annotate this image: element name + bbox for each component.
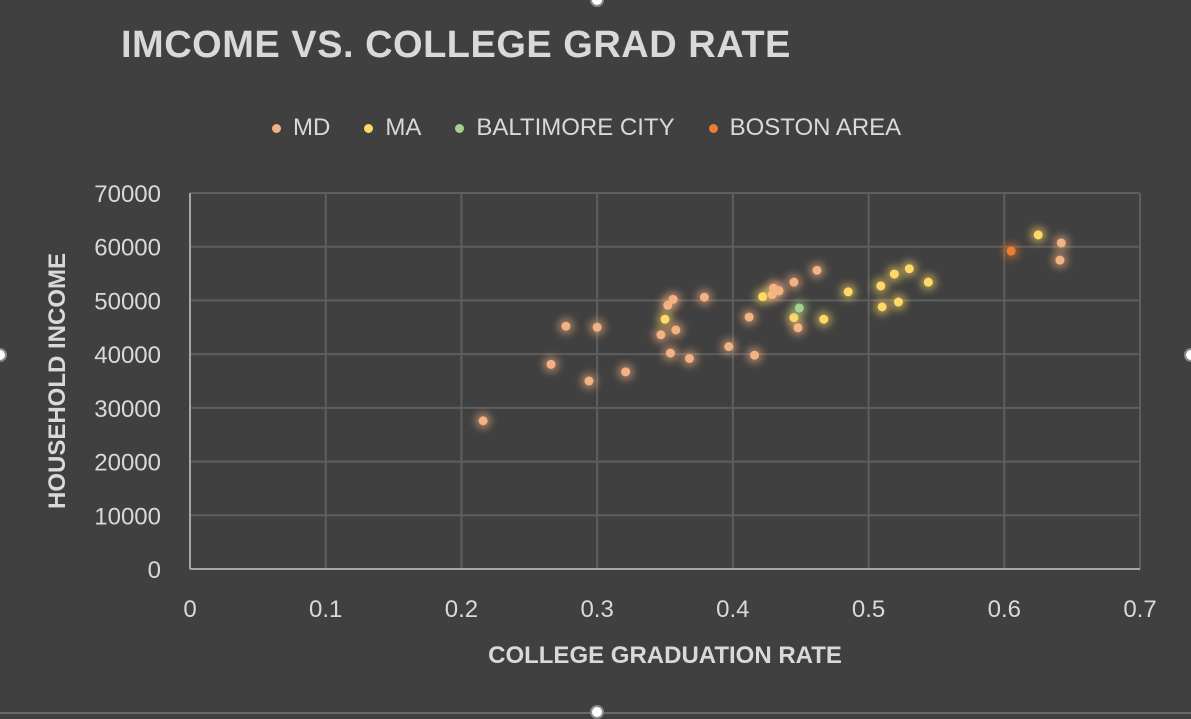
x-tick-label: 0.6 [988, 596, 1021, 623]
x-tick-label: 0.2 [445, 596, 478, 623]
data-point-ma[interactable] [889, 269, 899, 279]
legend-label-md: MD [293, 114, 331, 141]
data-point-boston-area[interactable] [1006, 246, 1016, 256]
data-point-ma[interactable] [660, 314, 670, 324]
legend-marker-md [272, 123, 281, 133]
data-point-md[interactable] [789, 277, 799, 287]
gridlines [190, 192, 1141, 569]
x-tick-label: 0.4 [716, 596, 749, 623]
y-tick-label: 70000 [94, 181, 161, 208]
legend-label-ma: MA [385, 114, 422, 141]
data-point-md[interactable] [774, 286, 784, 296]
data-point-md[interactable] [478, 416, 488, 426]
legend-label-baltimore-city: BALTIMORE CITY [476, 114, 675, 141]
x-tick-label: 0.1 [309, 596, 342, 623]
y-axis-title: HOUSEHOLD INCOME [44, 252, 71, 510]
legend-marker-baltimore-city [455, 123, 465, 133]
x-axis-title: COLLEGE GRADUATION RATE [488, 642, 842, 669]
data-point-md[interactable] [584, 376, 594, 386]
data-point-md[interactable] [671, 325, 681, 335]
series-boston-area[interactable] [1003, 243, 1020, 260]
data-point-md[interactable] [668, 294, 678, 304]
data-points[interactable] [475, 226, 1070, 429]
data-point-md[interactable] [724, 342, 734, 352]
data-point-md[interactable] [699, 292, 709, 302]
series-ma[interactable] [657, 226, 1047, 328]
resize-handle-right[interactable] [1184, 348, 1191, 362]
data-point-ma[interactable] [789, 313, 799, 323]
data-point-md[interactable] [1056, 238, 1066, 248]
data-point-ma[interactable] [1033, 230, 1043, 240]
resize-handle-left[interactable] [0, 348, 7, 362]
y-tick-label: 0 [148, 557, 161, 584]
data-point-ma[interactable] [819, 314, 829, 324]
data-point-ma[interactable] [758, 292, 768, 302]
resize-handle-top[interactable] [590, 0, 604, 7]
x-tick-label: 0.3 [580, 596, 613, 623]
data-point-md[interactable] [665, 348, 675, 358]
y-tick-label: 30000 [94, 396, 161, 423]
legend-item-boston-area[interactable]: BOSTON AREA [708, 114, 902, 142]
legend-marker-ma [364, 123, 374, 133]
data-point-md[interactable] [656, 330, 666, 340]
series-baltimore-city[interactable] [791, 299, 808, 316]
data-point-ma[interactable] [904, 264, 914, 274]
y-tick-label: 10000 [94, 503, 161, 530]
legend-item-ma[interactable]: MA [364, 114, 421, 142]
data-point-ma[interactable] [923, 277, 933, 287]
data-point-md[interactable] [684, 353, 694, 363]
y-tick-label: 40000 [94, 342, 161, 369]
legend-label-boston-area: BOSTON AREA [729, 114, 902, 141]
data-point-md[interactable] [793, 323, 803, 333]
data-point-md[interactable] [750, 350, 760, 360]
data-point-ma[interactable] [893, 297, 903, 307]
series-md[interactable] [475, 234, 1070, 429]
y-tick-label: 50000 [94, 288, 161, 315]
data-point-md[interactable] [592, 322, 602, 332]
y-tick-label: 20000 [94, 450, 161, 477]
y-tick-label: 60000 [94, 235, 161, 262]
x-tick-label: 0 [183, 596, 196, 623]
resize-handle-bottom[interactable] [590, 705, 604, 719]
data-point-md[interactable] [546, 359, 556, 369]
legend-item-baltimore-city[interactable]: BALTIMORE CITY [455, 114, 675, 142]
data-point-md[interactable] [561, 321, 571, 331]
data-point-md[interactable] [621, 367, 631, 377]
data-point-baltimore-city[interactable] [794, 303, 804, 313]
data-point-ma[interactable] [877, 302, 887, 312]
data-point-md[interactable] [744, 312, 754, 322]
axes [189, 193, 1140, 570]
legend-item-md[interactable]: MD [272, 114, 330, 142]
legend-marker-boston-area [708, 123, 718, 133]
x-tick-label: 0.5 [852, 596, 885, 623]
legend[interactable]: MD MA BALTIMORE CITY BOSTON AREA [272, 114, 901, 142]
data-point-md[interactable] [1055, 255, 1065, 265]
data-point-ma[interactable] [843, 287, 853, 297]
tick-labels: 0 0.1 0.2 0.3 0.4 0.5 0.6 0.7 0 10000 20000 30000 40… [94, 181, 1156, 623]
chart-title: IMCOME VS. COLLEGE GRAD RATE [121, 24, 791, 66]
data-point-ma[interactable] [876, 281, 886, 291]
data-point-md[interactable] [812, 265, 822, 275]
x-tick-label: 0.7 [1123, 596, 1156, 623]
